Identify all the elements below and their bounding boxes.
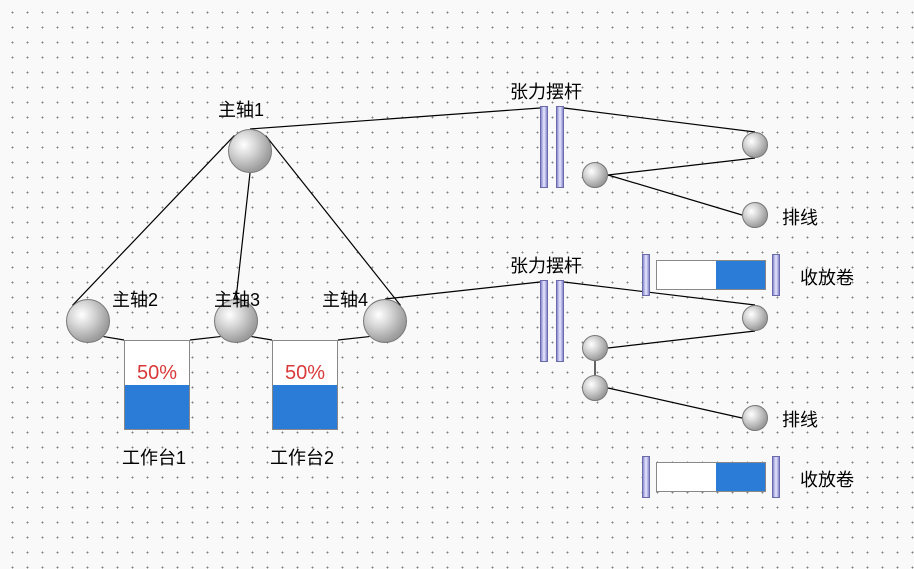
path-line (72, 135, 234, 305)
spool-fill (716, 463, 765, 491)
tank-percent-label: 50% (125, 362, 189, 385)
tension-bar (540, 280, 564, 362)
path-line (250, 108, 540, 129)
path-line (385, 282, 540, 299)
winding-spool (642, 254, 780, 296)
path-line (190, 337, 220, 340)
path-line (564, 108, 755, 132)
path-line (252, 337, 272, 340)
small-roller (582, 162, 608, 188)
big-roller (66, 299, 110, 343)
label-wire_top: 排线 (782, 204, 818, 230)
label-tension_mid: 张力摆杆 (510, 252, 582, 278)
path-line (236, 173, 250, 299)
path-line (608, 175, 742, 215)
small-roller (742, 132, 768, 158)
tank-fill (125, 385, 189, 429)
path-line (266, 135, 401, 305)
label-spindle3: 主轴3 (214, 286, 260, 312)
winding-spool (642, 456, 780, 498)
tank-percent-label: 50% (273, 362, 337, 385)
label-spindle4: 主轴4 (322, 286, 368, 312)
label-spool_top: 收放卷 (800, 264, 854, 290)
path-line (104, 337, 124, 340)
diagram-canvas: 50%50%主轴1主轴2主轴3主轴4张力摆杆张力摆杆排线排线收放卷收放卷工作台1… (0, 0, 914, 569)
spool-fill (716, 261, 765, 289)
big-roller (228, 129, 272, 173)
small-roller (582, 335, 608, 361)
label-spindle2: 主轴2 (112, 286, 158, 312)
small-roller (742, 202, 768, 228)
path-line (338, 337, 369, 340)
tank-fill (273, 385, 337, 429)
small-roller (582, 375, 608, 401)
path-line (608, 331, 755, 348)
workbench-tank: 50% (272, 340, 338, 430)
workbench-tank: 50% (124, 340, 190, 430)
label-workbench2: 工作台2 (270, 444, 334, 470)
small-roller (742, 405, 768, 431)
path-line (608, 388, 742, 418)
label-tension_top: 张力摆杆 (510, 78, 582, 104)
path-line (608, 158, 755, 175)
label-workbench1: 工作台1 (122, 444, 186, 470)
label-wire_bot: 排线 (782, 406, 818, 432)
label-spool_bot: 收放卷 (800, 466, 854, 492)
tension-bar (540, 106, 564, 188)
big-roller (363, 299, 407, 343)
label-spindle1: 主轴1 (218, 96, 264, 122)
small-roller (742, 305, 768, 331)
